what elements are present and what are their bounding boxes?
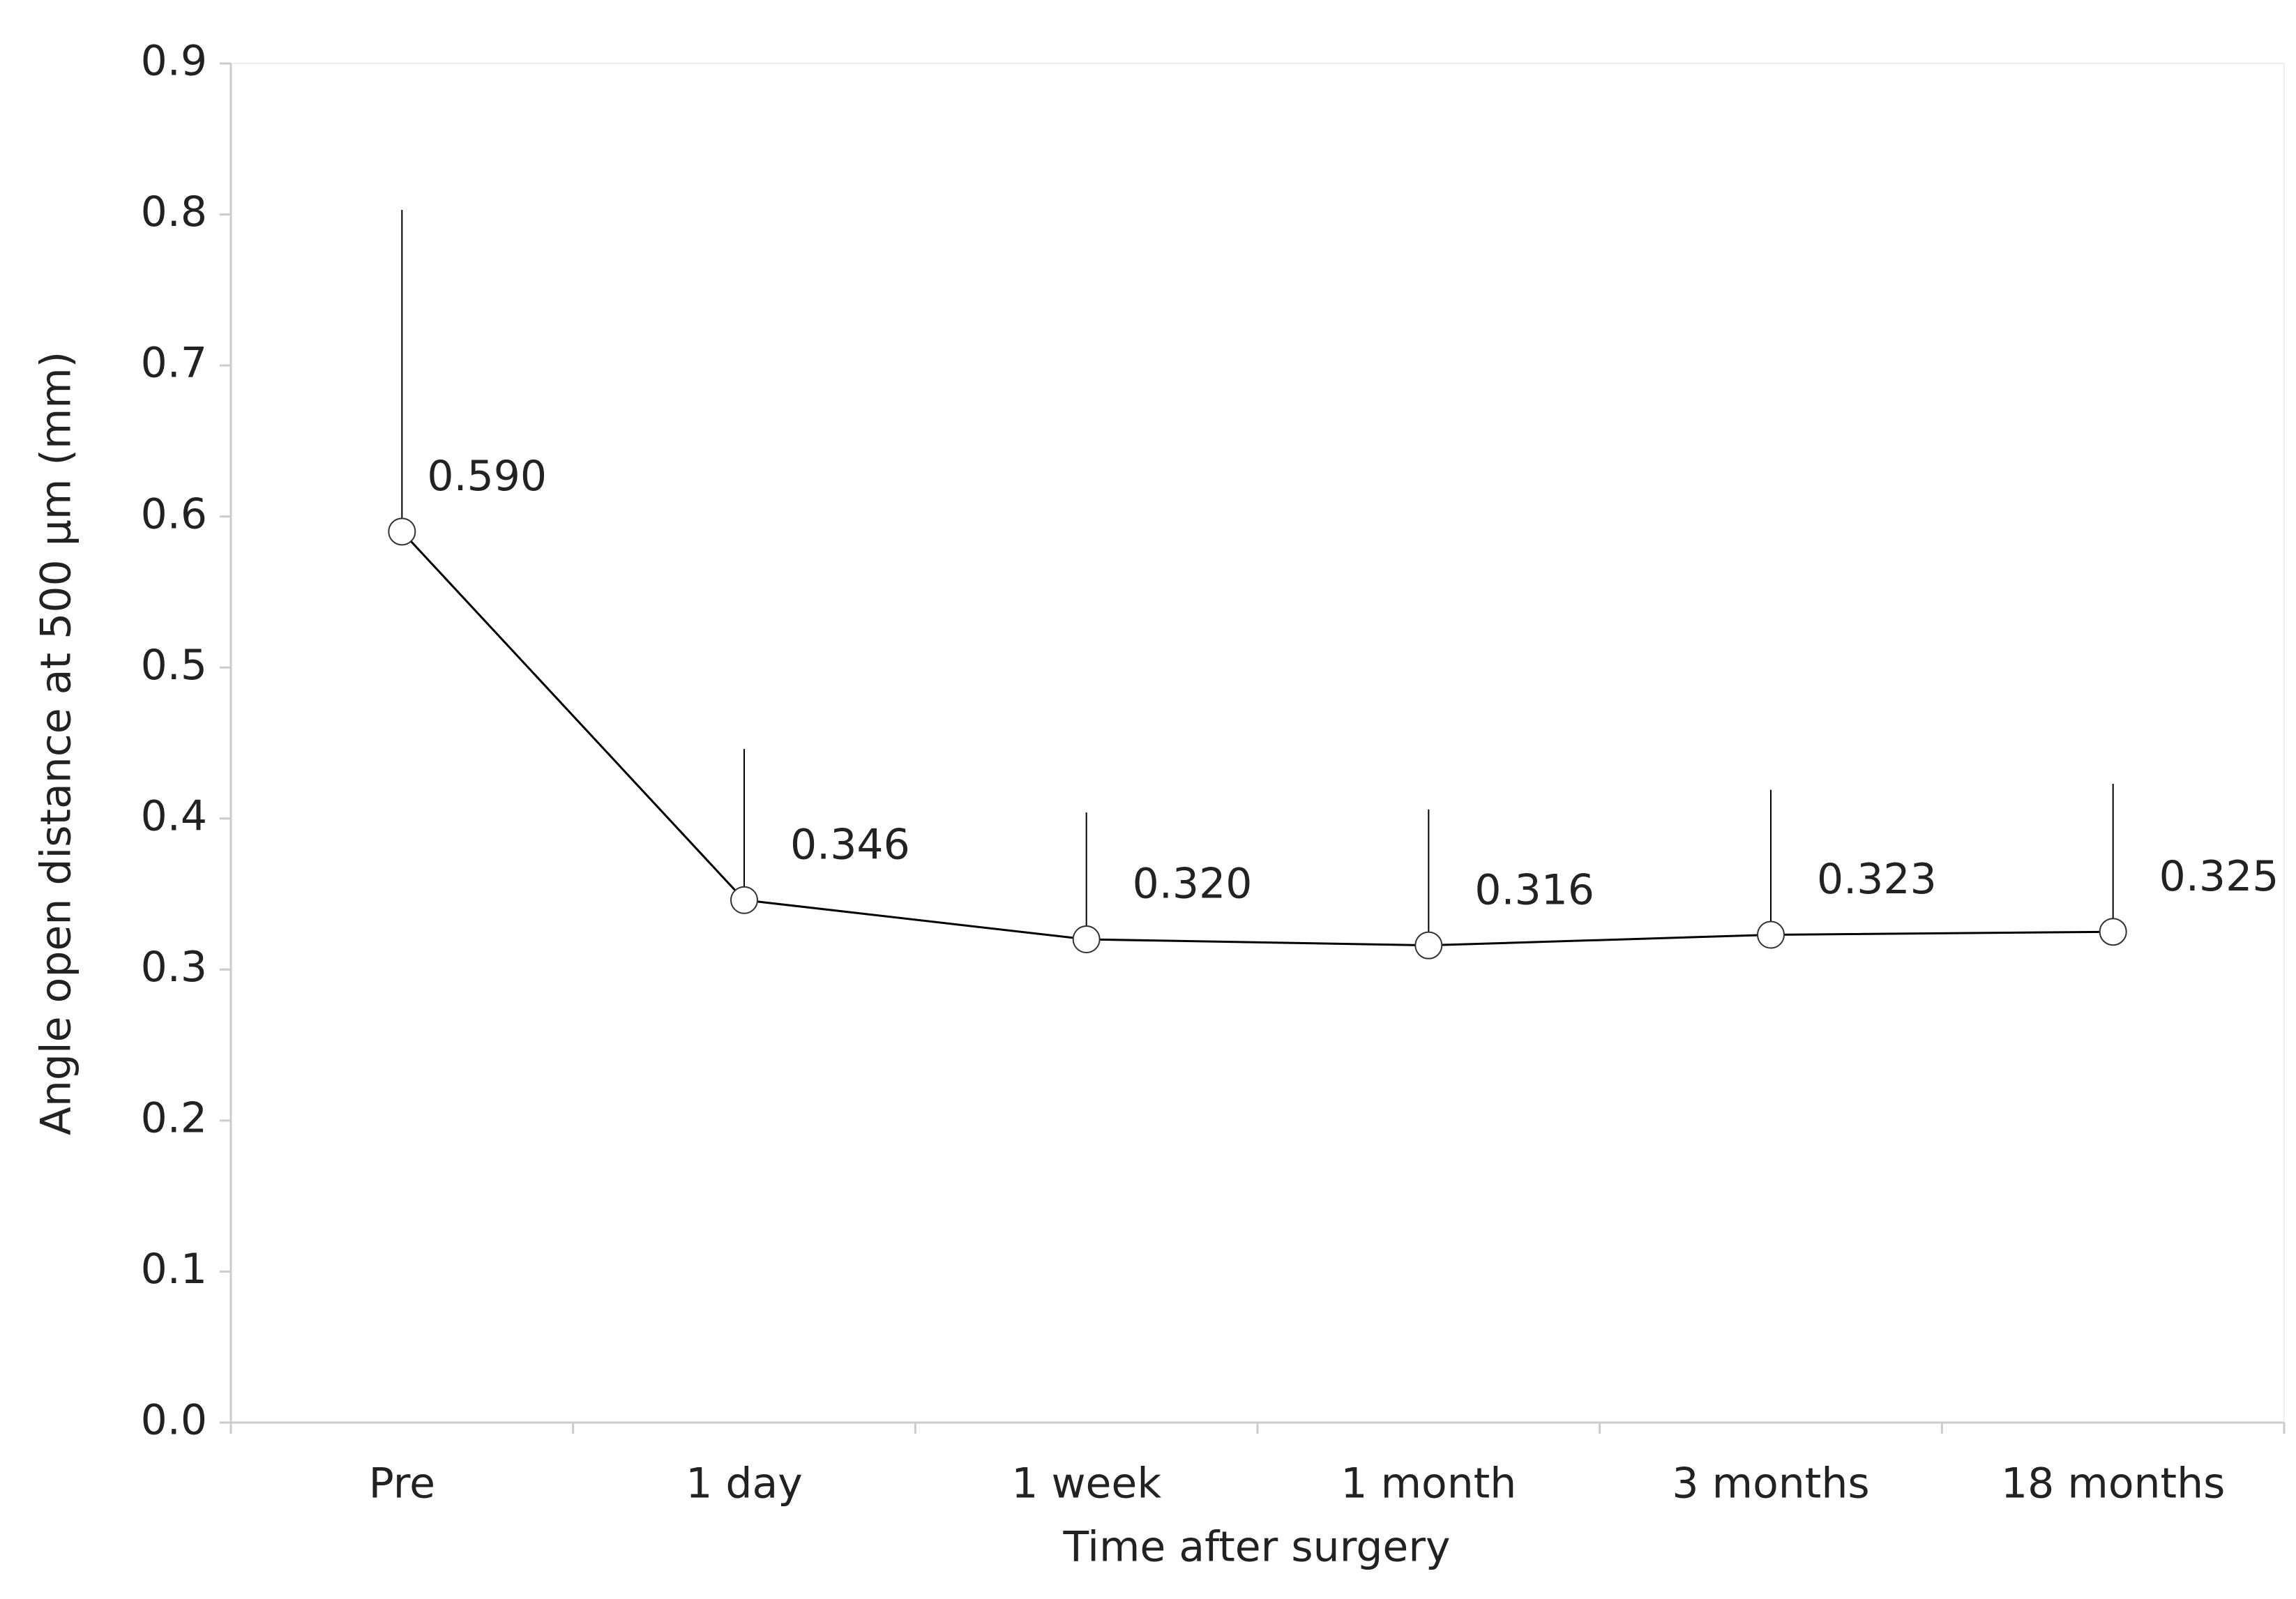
y-tick-label: 0.0 [141, 1396, 207, 1445]
x-tick-label: 1 month [1340, 1460, 1516, 1508]
y-tick-label: 0.1 [141, 1245, 207, 1294]
x-tick-label: 3 months [1672, 1460, 1869, 1508]
value-label: 0.346 [790, 820, 910, 869]
y-axis-title: Angle open distance at 500 µm (mm) [32, 351, 81, 1135]
y-tick-label: 0.4 [141, 791, 207, 840]
x-axis-title: Time after surgery [1063, 1523, 1451, 1572]
y-tick-label: 0.7 [141, 339, 207, 388]
x-tick-label: 18 months [2001, 1460, 2225, 1508]
value-label: 0.590 [427, 452, 547, 501]
marker [730, 886, 758, 914]
marker [1414, 931, 1443, 960]
value-label: 0.320 [1133, 860, 1253, 909]
value-label: 0.316 [1474, 865, 1594, 914]
y-tick-label: 0.3 [141, 943, 207, 992]
series-line [401, 531, 2113, 947]
y-tick-label: 0.5 [141, 641, 207, 690]
x-tick-label: 1 week [1011, 1460, 1161, 1508]
y-tick-label: 0.2 [141, 1093, 207, 1142]
value-label: 0.325 [2159, 852, 2279, 901]
marker [1757, 920, 1785, 949]
y-tick-label: 0.9 [141, 37, 207, 86]
marker [388, 517, 416, 546]
y-tick-label: 0.8 [141, 188, 207, 236]
value-label: 0.323 [1817, 855, 1937, 904]
marker [2099, 918, 2127, 946]
plot-frame [230, 63, 2285, 1423]
x-tick-label: 1 day [686, 1460, 803, 1508]
x-tick-label: Pre [369, 1460, 435, 1508]
marker [1072, 925, 1101, 954]
y-tick-label: 0.6 [141, 490, 207, 538]
